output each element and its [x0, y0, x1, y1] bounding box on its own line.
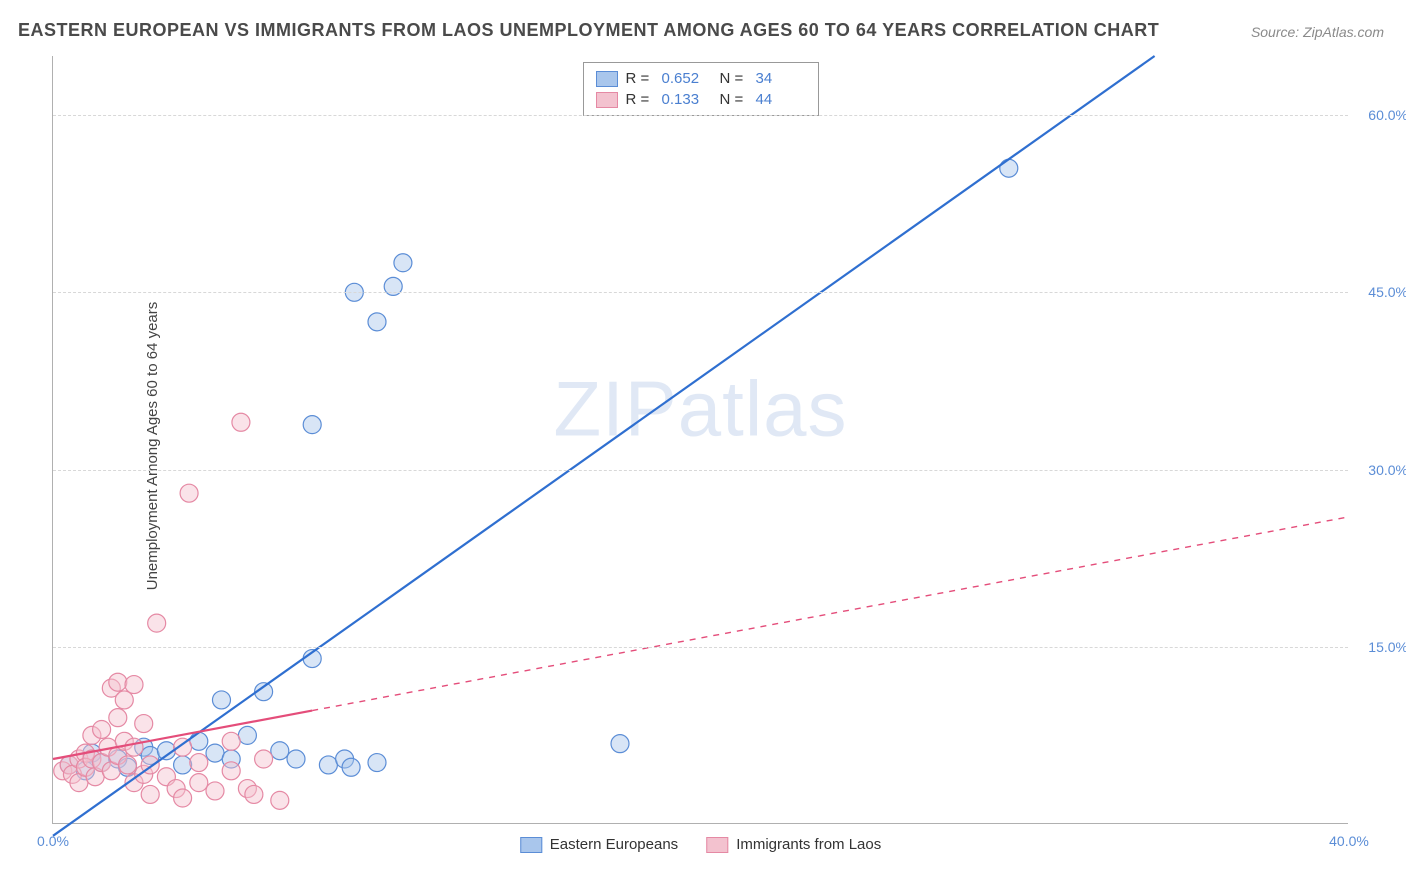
data-point — [174, 756, 192, 774]
data-point — [148, 614, 166, 632]
xtick-label: 40.0% — [1329, 833, 1369, 849]
legend-row-series-1: R = 0.652 N = 34 — [596, 68, 806, 89]
data-point — [125, 738, 143, 756]
gridline — [53, 647, 1348, 648]
data-point — [174, 789, 192, 807]
data-point — [125, 676, 143, 694]
data-point — [368, 313, 386, 331]
n-value: 44 — [756, 91, 806, 108]
r-value: 0.652 — [662, 70, 712, 87]
data-point — [115, 691, 133, 709]
data-point — [1000, 159, 1018, 177]
data-point — [119, 756, 137, 774]
data-point — [303, 416, 321, 434]
ytick-label: 15.0% — [1356, 639, 1406, 655]
chart-svg — [53, 56, 1348, 823]
gridline — [53, 292, 1348, 293]
data-point — [190, 774, 208, 792]
legend-row-series-2: R = 0.133 N = 44 — [596, 89, 806, 110]
legend-item-series-2: Immigrants from Laos — [706, 836, 881, 853]
r-label: R = — [626, 70, 654, 87]
legend-swatch-series-1 — [520, 837, 542, 853]
data-point — [190, 732, 208, 750]
xtick-label: 0.0% — [37, 833, 69, 849]
gridline — [53, 115, 1348, 116]
data-point — [394, 254, 412, 272]
data-point — [255, 750, 273, 768]
data-point — [135, 715, 153, 733]
n-label: N = — [720, 91, 748, 108]
correlation-legend: R = 0.652 N = 34 R = 0.133 N = 44 — [583, 62, 819, 116]
legend-swatch-series-2 — [706, 837, 728, 853]
data-point — [109, 673, 127, 691]
data-point — [611, 735, 629, 753]
data-point — [190, 754, 208, 772]
ytick-label: 30.0% — [1356, 462, 1406, 478]
data-point — [232, 413, 250, 431]
trend-line-extrapolated — [312, 517, 1349, 711]
data-point — [319, 756, 337, 774]
series-legend: Eastern Europeans Immigrants from Laos — [520, 836, 881, 853]
data-point — [287, 750, 305, 768]
r-value: 0.133 — [662, 91, 712, 108]
legend-swatch-series-1 — [596, 71, 618, 87]
data-point — [222, 762, 240, 780]
data-point — [206, 744, 224, 762]
data-point — [206, 782, 224, 800]
ytick-label: 45.0% — [1356, 284, 1406, 300]
n-label: N = — [720, 70, 748, 87]
data-point — [271, 791, 289, 809]
legend-label: Eastern Europeans — [550, 836, 678, 853]
chart-title: EASTERN EUROPEAN VS IMMIGRANTS FROM LAOS… — [18, 20, 1159, 41]
data-point — [245, 785, 263, 803]
plot-area: ZIPatlas R = 0.652 N = 34 R = 0.133 N = … — [52, 56, 1348, 824]
legend-item-series-1: Eastern Europeans — [520, 836, 678, 853]
r-label: R = — [626, 91, 654, 108]
data-point — [222, 732, 240, 750]
data-point — [93, 720, 111, 738]
trend-line — [53, 56, 1155, 836]
legend-label: Immigrants from Laos — [736, 836, 881, 853]
data-point — [212, 691, 230, 709]
legend-swatch-series-2 — [596, 92, 618, 108]
data-point — [180, 484, 198, 502]
source-attribution: Source: ZipAtlas.com — [1251, 24, 1384, 40]
gridline — [53, 470, 1348, 471]
n-value: 34 — [756, 70, 806, 87]
data-point — [271, 742, 289, 760]
data-point — [238, 726, 256, 744]
data-point — [141, 785, 159, 803]
data-point — [368, 754, 386, 772]
ytick-label: 60.0% — [1356, 107, 1406, 123]
data-point — [109, 709, 127, 727]
data-point — [342, 758, 360, 776]
